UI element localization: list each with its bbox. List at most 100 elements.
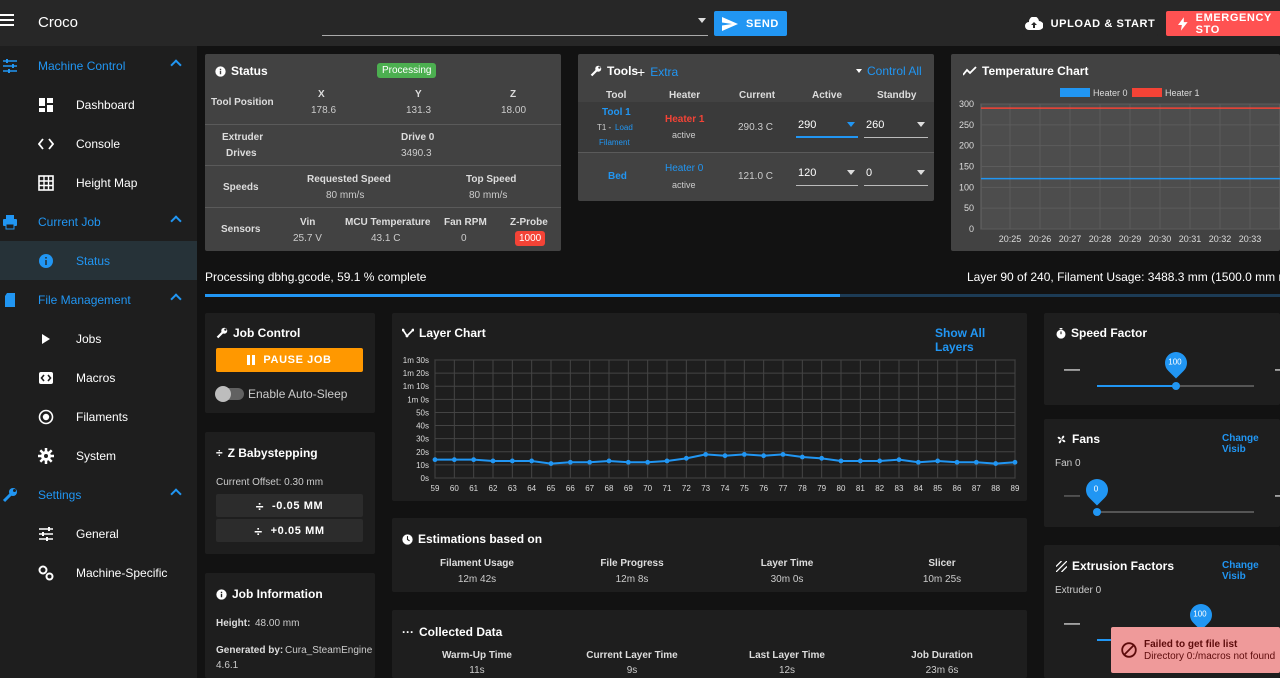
pause-job-button[interactable]: PAUSE JOB bbox=[216, 348, 363, 372]
heater-current: 290.3 C bbox=[738, 122, 774, 133]
generated-by-value: Cura_SteamEngine bbox=[285, 645, 373, 656]
x-tick-label: 84 bbox=[914, 484, 923, 493]
x-tick-label: 20:33 bbox=[1239, 234, 1262, 244]
job-progress-bar bbox=[205, 294, 1280, 297]
y-tick-label: 1m 20s bbox=[403, 369, 429, 378]
sidebar-item-label: Filaments bbox=[76, 409, 129, 424]
job-information-title: Job Information bbox=[216, 587, 323, 601]
nav-group-machine-control[interactable]: Machine Control bbox=[0, 46, 197, 85]
job-control-card: Job Control PAUSE JOB Enable Auto-Sleep bbox=[205, 313, 375, 413]
increase-fan-button[interactable]: — bbox=[1275, 487, 1280, 505]
babystep-plus-button[interactable]: ÷ +0.05 MM bbox=[216, 519, 363, 542]
heater-name[interactable]: Heater 1 bbox=[665, 114, 705, 125]
collected-data-title: ··· Collected Data bbox=[402, 625, 502, 639]
data-point bbox=[703, 452, 709, 457]
x-tick-label: 64 bbox=[527, 484, 536, 493]
nav-group-label: File Management bbox=[38, 292, 131, 307]
nav-group-label: Current Job bbox=[38, 214, 101, 229]
load-filament-link[interactable]: Load bbox=[615, 123, 633, 132]
load-filament-link-cont[interactable]: Filament bbox=[599, 138, 630, 147]
change-visibility-button[interactable]: Change Visib bbox=[1222, 433, 1259, 455]
col-current: Current bbox=[739, 90, 776, 101]
decrease-extrusion-button[interactable]: — bbox=[1064, 615, 1080, 632]
show-all-layers-button[interactable]: Show All Layers bbox=[935, 326, 986, 354]
extra-button[interactable]: + Extra bbox=[637, 64, 678, 80]
babystep-minus-button[interactable]: ÷ -0.05 MM bbox=[216, 494, 363, 517]
sidebar-item-status[interactable]: Status bbox=[0, 241, 197, 280]
axis-z-value: 18.00 bbox=[501, 105, 527, 116]
fan0-thumb[interactable] bbox=[1093, 508, 1101, 516]
x-tick-label: 20:32 bbox=[1209, 234, 1232, 244]
bed-name[interactable]: Bed bbox=[608, 171, 627, 182]
sidebar-item-filaments[interactable]: Filaments bbox=[0, 397, 197, 436]
send-label: SEND bbox=[746, 17, 779, 30]
fan0-value: 0 bbox=[1093, 484, 1099, 494]
standby-temp-select[interactable]: 260 bbox=[864, 114, 928, 138]
sidebar-item-height-map[interactable]: Height Map bbox=[0, 163, 197, 202]
fans-title-text: Fans bbox=[1072, 432, 1101, 446]
y-tick-label: 250 bbox=[959, 120, 974, 130]
temperature-chart-title-text: Temperature Chart bbox=[982, 64, 1089, 78]
tool-name[interactable]: Tool 1 bbox=[602, 107, 631, 118]
divider bbox=[205, 207, 561, 208]
chevron-down-icon bbox=[856, 69, 862, 73]
increase-speed-button[interactable]: — bbox=[1275, 361, 1280, 379]
x-tick-label: 68 bbox=[605, 484, 614, 493]
data-point bbox=[857, 458, 863, 464]
sidebar-item-general[interactable]: General bbox=[0, 514, 197, 553]
babystep-minus-label: -0.05 MM bbox=[272, 499, 324, 512]
decrease-fan-button[interactable]: — bbox=[1064, 487, 1080, 504]
bed-standby-select[interactable]: 0 bbox=[864, 162, 928, 186]
x-tick-label: 70 bbox=[643, 484, 652, 493]
x-tick-label: 86 bbox=[953, 484, 962, 493]
height-label: Height: bbox=[216, 618, 251, 629]
bed-active-select[interactable]: 120 bbox=[796, 162, 858, 186]
nav-group-settings[interactable]: Settings bbox=[0, 475, 197, 514]
mcu-temp-value: 43.1 C bbox=[371, 233, 401, 244]
decrease-speed-button[interactable]: — bbox=[1064, 361, 1080, 378]
est-file-progress-value: 12m 8s bbox=[615, 574, 649, 585]
chart-line-icon bbox=[963, 66, 977, 76]
fans-card: Fans Change Visib Fan 0 — — 0 bbox=[1044, 419, 1280, 527]
active-temp-select[interactable]: 290 bbox=[796, 114, 858, 138]
upload-start-button[interactable]: UPLOAD & START bbox=[1022, 11, 1158, 36]
emergency-stop-button[interactable]: EMERGENCY STO bbox=[1166, 11, 1280, 36]
sidebar-item-machine-specific[interactable]: Machine-Specific bbox=[0, 553, 197, 592]
extrusion-factors-title-text: Extrusion Factors bbox=[1072, 559, 1175, 573]
y-tick-label: 20s bbox=[416, 448, 429, 457]
x-tick-label: 83 bbox=[895, 484, 904, 493]
speed-factor-thumb[interactable] bbox=[1171, 382, 1180, 390]
x-tick-label: 82 bbox=[875, 484, 884, 493]
sidebar-item-system[interactable]: System bbox=[0, 436, 197, 475]
est-layer-time-label: Layer Time bbox=[760, 558, 814, 569]
sidebar-item-jobs[interactable]: Jobs bbox=[0, 319, 197, 358]
heater-name[interactable]: Heater 0 bbox=[665, 163, 704, 174]
top-speed-label: Top Speed bbox=[466, 174, 517, 185]
sidebar-item-console[interactable]: Console bbox=[0, 124, 197, 163]
sidebar-item-label: Machine-Specific bbox=[76, 565, 168, 580]
x-tick-label: 60 bbox=[450, 484, 459, 493]
chevron-down-icon[interactable] bbox=[698, 18, 706, 23]
tune-icon bbox=[39, 527, 53, 541]
x-tick-label: 80 bbox=[837, 484, 846, 493]
change-visibility-button[interactable]: Change Visib bbox=[1222, 560, 1259, 582]
control-all-button[interactable]: Control All bbox=[856, 64, 922, 78]
current-layer-time-label: Current Layer Time bbox=[586, 650, 678, 661]
fan0-slider[interactable] bbox=[1097, 511, 1254, 513]
menu-icon[interactable] bbox=[0, 14, 16, 30]
tools-title: Tools bbox=[590, 64, 638, 78]
chevron-up-icon bbox=[170, 215, 182, 227]
data-point bbox=[451, 457, 457, 463]
wrench-icon bbox=[216, 327, 228, 339]
sidebar-item-dashboard[interactable]: Dashboard bbox=[0, 85, 197, 124]
nav-group-file-management[interactable]: File Management bbox=[0, 280, 197, 319]
gcode-command-input[interactable] bbox=[322, 12, 708, 36]
data-point bbox=[761, 453, 767, 459]
auto-sleep-toggle[interactable] bbox=[215, 386, 244, 402]
x-tick-label: 88 bbox=[991, 484, 1000, 493]
send-button[interactable]: SEND bbox=[714, 11, 787, 36]
sidebar-item-macros[interactable]: Macros bbox=[0, 358, 197, 397]
data-point bbox=[625, 459, 631, 465]
drives-label: Drives bbox=[226, 148, 257, 159]
nav-group-current-job[interactable]: Current Job bbox=[0, 202, 197, 241]
